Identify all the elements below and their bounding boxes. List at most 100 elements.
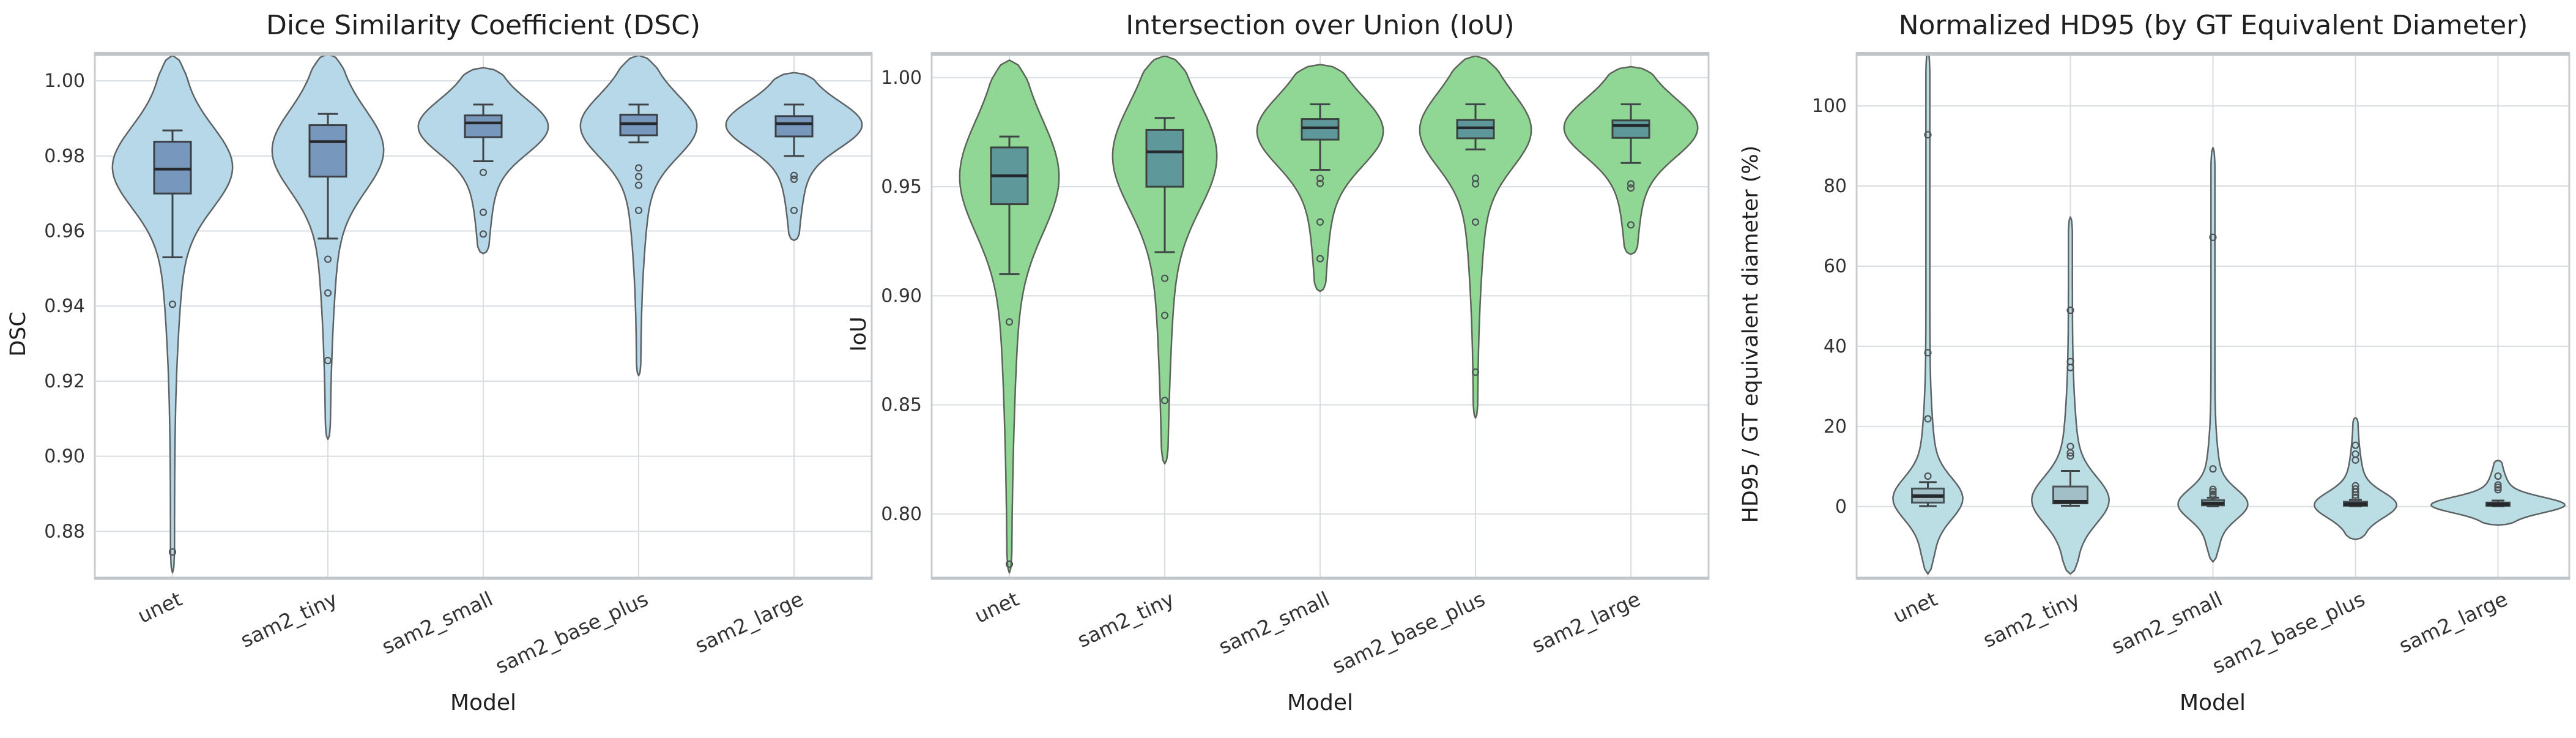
outlier-point [2209, 465, 2217, 473]
outlier-point [1316, 255, 1324, 263]
outlier-point [2209, 485, 2217, 493]
box-sam2_tiny [1145, 129, 1184, 188]
outlier-point [2066, 306, 2074, 315]
x-tick-label-sam2_base_plus: sam2_base_plus [492, 587, 652, 679]
x-tick-label-sam2_tiny: sam2_tiny [237, 587, 341, 652]
outlier-point [2351, 493, 2359, 501]
y-axis-label-iou: IoU [847, 316, 871, 352]
outlier-point [324, 289, 332, 297]
y-tick-label: 0.88 [44, 521, 85, 542]
outlier-point [634, 173, 643, 181]
outlier-point [2351, 482, 2359, 490]
outlier-point [1005, 560, 1014, 568]
x-tick-label-sam2_base_plus: sam2_base_plus [1329, 587, 1489, 679]
y-tick-label: 0 [1835, 496, 1847, 518]
y-tick-label: 20 [1824, 416, 1847, 438]
y-axis-label-hd95: HD95 / GT equivalent diameter (%) [1739, 145, 1763, 523]
violin-unet [1892, 54, 1964, 575]
violins-layer [111, 54, 863, 574]
y-tick-label: 0.95 [881, 176, 922, 198]
x-tick-label-sam2_tiny: sam2_tiny [1074, 587, 1178, 652]
outlier-point [790, 206, 798, 214]
violin-sam2_small [2177, 146, 2249, 563]
outlier-point [324, 255, 332, 263]
outlier-point [2494, 481, 2502, 489]
panel-dsc: 1.00 0.98 0.96 0.94 0.92 0.90 0.88 unet sam2_tin… [44, 52, 873, 679]
outlier-point [1316, 179, 1324, 187]
outlier-point [1627, 180, 1635, 188]
outlier-point [1316, 174, 1324, 182]
violin-sam2_tiny [2031, 216, 2110, 575]
y-tick-label: 0.90 [881, 285, 922, 307]
outlier-point [1627, 184, 1635, 192]
outlier-point [1924, 349, 1932, 357]
outlier-point [1005, 318, 1014, 326]
x-tick-label-sam2_large: sam2_large [691, 587, 807, 658]
y-tick-label: 1.00 [881, 67, 922, 89]
outlier-point [790, 171, 798, 179]
outlier-point [2494, 483, 2502, 491]
violin-unet [959, 59, 1060, 574]
violin-sam2_small [1256, 64, 1384, 293]
outlier-point [2209, 233, 2217, 241]
outlier-point [479, 208, 488, 216]
violin-sam2_base_plus [2314, 417, 2397, 540]
x-tick-label-unet: unet [134, 587, 186, 628]
y-tick-label: 0.92 [44, 371, 85, 392]
outlier-point [1160, 274, 1169, 282]
x-tick-label-sam2_tiny: sam2_tiny [1980, 587, 2084, 652]
y-tick-label: 0.80 [881, 504, 922, 525]
outlier-point [2209, 490, 2217, 498]
y-tick-label: 100 [1812, 95, 1847, 117]
outlier-point [479, 230, 488, 238]
outlier-point [1924, 415, 1932, 423]
violins-layer [1892, 54, 2566, 575]
outlier-point [1627, 221, 1635, 229]
box-sam2_large [1611, 119, 1650, 139]
outlier-point [634, 181, 643, 189]
outlier-point [479, 168, 488, 176]
outlier-point [634, 164, 643, 172]
outlier-point [1160, 397, 1169, 404]
y-axis-label-dsc: DSC [6, 311, 31, 357]
y-tick-label: 0.96 [44, 221, 85, 242]
y-tick-label: 0.94 [44, 296, 85, 317]
outlier-point [634, 206, 643, 214]
x-tick-label-sam2_small: sam2_small [378, 587, 496, 659]
y-tick-label: 40 [1824, 336, 1847, 357]
chart-title-dsc: Dice Similarity Coefficient (DSC) [265, 10, 701, 41]
outlier-point [2494, 472, 2502, 480]
y-tick-label: 0.90 [44, 446, 85, 468]
x-axis-label-hd95: Model [2179, 690, 2246, 715]
outlier-point [1924, 131, 1932, 139]
y-tick-label: 60 [1824, 256, 1847, 277]
outlier-point [1924, 472, 1932, 480]
y-tick-label: 0.85 [881, 395, 922, 416]
outlier-point [168, 300, 177, 308]
box-sam2_small [464, 114, 503, 138]
outlier-point [790, 175, 798, 183]
outlier-point [2066, 442, 2074, 450]
outlier-point [1316, 218, 1324, 226]
x-axis-label-iou: Model [1286, 690, 1354, 715]
outlier-point [1471, 180, 1480, 188]
x-tick-label-sam2_large: sam2_large [2396, 587, 2511, 658]
chart-title-iou: Intersection over Union (IoU) [1126, 10, 1515, 41]
box-sam2_tiny [308, 124, 347, 178]
outlier-point [2066, 452, 2074, 460]
violin-sam2_base_plus [1419, 54, 1532, 419]
outlier-point [2351, 450, 2359, 458]
violin-sam2_tiny [1112, 54, 1218, 465]
y-tick-label: 80 [1824, 176, 1847, 197]
outlier-point [1471, 218, 1480, 226]
panel-iou: 1.00 0.95 0.90 0.85 0.80 unet sam2_tiny sam2_sm… [881, 52, 1710, 679]
x-tick-label-sam2_small: sam2_small [2108, 587, 2226, 659]
outlier-point [324, 357, 332, 365]
x-tick-label-unet: unet [971, 587, 1023, 628]
outlier-point [2494, 486, 2502, 494]
chart-title-hd95: Normalized HD95 (by GT Equivalent Diamet… [1898, 10, 2528, 41]
x-axis-label-dsc: Model [450, 690, 517, 715]
